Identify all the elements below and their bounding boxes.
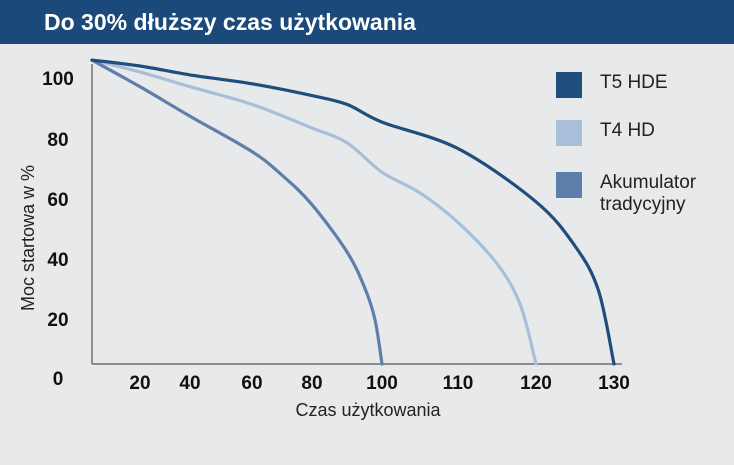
legend-item-akumulator: Akumulator tradycyjny (556, 172, 720, 216)
x-tick-label: 100 (366, 373, 398, 394)
y-tick-label: 100 (42, 69, 74, 90)
legend-swatch-t4-hd (556, 120, 582, 146)
legend-label-t4-hd: T4 HD (600, 120, 655, 141)
legend-swatch-t5-hde (556, 72, 582, 98)
x-tick-label: 110 (443, 373, 474, 394)
title-bar: Do 30% dłuższy czas użytkowania (0, 0, 734, 44)
x-tick-label: 130 (598, 373, 630, 394)
legend-swatch-akumulator (556, 172, 582, 198)
x-tick-label: 60 (241, 373, 262, 394)
series-line-t5-hde (90, 58, 616, 366)
legend-item-t4-hd: T4 HD (556, 120, 720, 146)
x-tick-label: 120 (520, 373, 552, 394)
y-tick-label: 40 (47, 250, 68, 271)
x-tick-label: 20 (129, 373, 150, 394)
y-tick-label: 20 (47, 310, 68, 331)
legend-label-t5-hde: T5 HDE (600, 72, 668, 93)
legend-label-akumulator: Akumulator tradycyjny (600, 172, 697, 215)
y-axis-label: Moc startowa w % (18, 165, 38, 311)
series-line-akumulator (90, 58, 384, 366)
chart-title: Do 30% dłuższy czas użytkowania (44, 9, 416, 35)
y-tick-label: 0 (53, 369, 64, 390)
series-line-t4-hd (90, 58, 538, 366)
y-tick-label: 80 (47, 130, 68, 151)
x-axis-label: Czas użytkowania (295, 400, 441, 420)
x-tick-label: 40 (179, 373, 200, 394)
x-tick-label: 80 (301, 373, 322, 394)
legend-item-t5-hde: T5 HDE (556, 72, 720, 98)
y-tick-label: 60 (47, 190, 68, 211)
